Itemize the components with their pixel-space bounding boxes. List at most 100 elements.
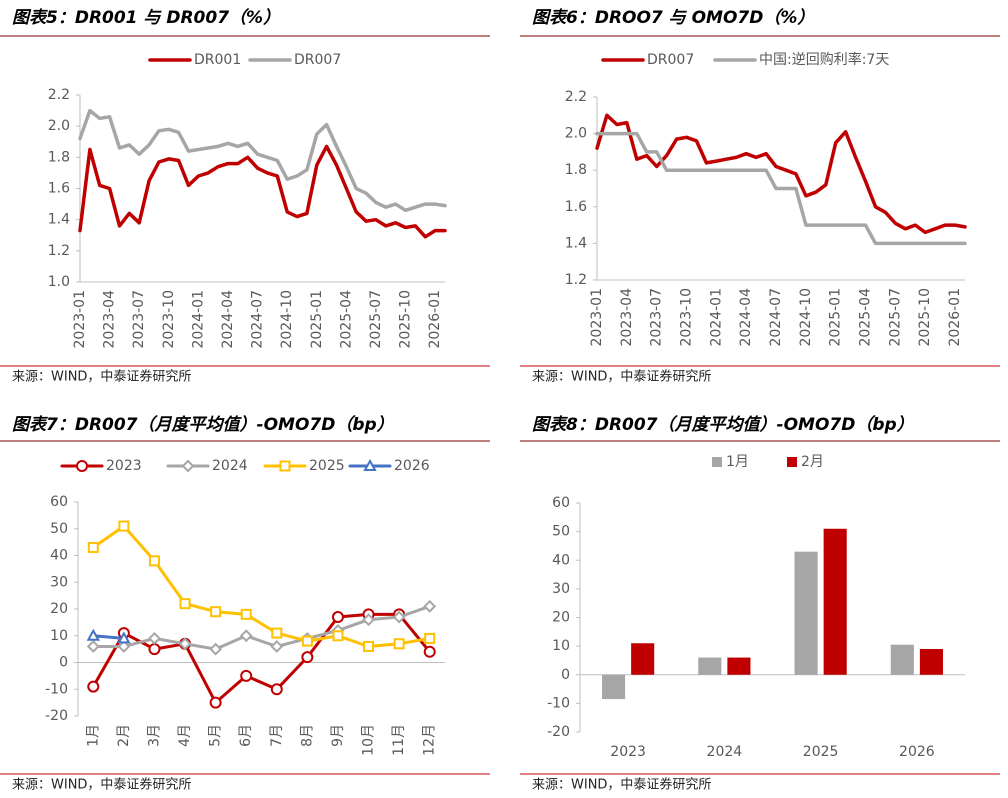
y-tick-label: 1.2 bbox=[565, 272, 587, 288]
x-tick-label: 2024-01 bbox=[708, 288, 724, 347]
marker bbox=[424, 632, 436, 644]
marker bbox=[209, 696, 222, 709]
marker bbox=[178, 637, 192, 651]
legend-label: 2025 bbox=[309, 458, 345, 474]
x-tick-label: 10月 bbox=[361, 724, 377, 756]
x-tick-label: 2024-07 bbox=[250, 290, 266, 349]
legend-label: DR007 bbox=[647, 52, 694, 68]
x-tick-label: 2026-01 bbox=[947, 288, 963, 347]
legend-marker bbox=[279, 460, 291, 472]
chart-title: 图表7：DR007（月度平均值）-OMO7D（bp） bbox=[12, 415, 394, 435]
x-tick-label: 2023-07 bbox=[649, 288, 665, 347]
x-tick-label: 9月 bbox=[330, 724, 346, 747]
marker bbox=[423, 599, 437, 613]
source-note: 来源：WIND，中泰证券研究所 bbox=[532, 777, 711, 793]
legend-label: 2月 bbox=[801, 454, 824, 470]
legend-marker bbox=[363, 458, 377, 471]
x-tick-label: 2023 bbox=[610, 744, 646, 760]
x-tick-label: 2026-01 bbox=[427, 290, 443, 349]
x-tick-label: 2025-07 bbox=[887, 288, 903, 347]
x-tick-label: 2023-10 bbox=[679, 288, 695, 347]
chart-title: 图表5：DR001 与 DR007（%） bbox=[12, 8, 280, 28]
marker bbox=[117, 640, 131, 653]
x-tick-label: 5月 bbox=[208, 724, 224, 747]
source-note: 来源：WIND，中泰证券研究所 bbox=[12, 369, 191, 385]
y-tick-label: 0 bbox=[561, 667, 570, 683]
bar bbox=[698, 657, 722, 675]
series-line bbox=[78, 144, 447, 239]
legend-swatch bbox=[712, 457, 722, 467]
marker bbox=[393, 638, 405, 650]
y-tick-label: 1.4 bbox=[565, 235, 587, 251]
marker bbox=[118, 520, 130, 532]
y-tick-label: 1.4 bbox=[48, 212, 70, 228]
chart-title: 图表8：DR007（月度平均值）-OMO7D（bp） bbox=[532, 415, 914, 435]
y-tick-label: -20 bbox=[547, 724, 570, 740]
marker bbox=[331, 611, 344, 624]
legend-marker bbox=[76, 460, 88, 472]
marker bbox=[332, 630, 344, 642]
marker bbox=[301, 635, 313, 647]
marker bbox=[362, 613, 375, 627]
legend-label: 1月 bbox=[726, 454, 749, 470]
y-tick-label: 10 bbox=[50, 628, 68, 644]
marker bbox=[240, 669, 253, 682]
y-tick-label: 1.2 bbox=[48, 243, 70, 259]
marker bbox=[179, 598, 191, 610]
x-tick-label: 2024-07 bbox=[768, 288, 784, 347]
x-tick-label: 2025-10 bbox=[398, 290, 414, 349]
x-tick-label: 2023-10 bbox=[161, 290, 177, 349]
x-tick-label: 11月 bbox=[391, 724, 407, 756]
y-tick-label: 1.6 bbox=[48, 181, 70, 197]
y-tick-label: 60 bbox=[50, 494, 68, 510]
y-tick-label: 0 bbox=[59, 655, 68, 671]
legend-label: DR007 bbox=[294, 52, 341, 68]
y-tick-label: 2.0 bbox=[48, 118, 70, 134]
y-tick-label: 1.8 bbox=[48, 149, 70, 165]
marker bbox=[117, 631, 131, 644]
legend-marker bbox=[181, 459, 195, 473]
series-line bbox=[91, 634, 126, 640]
x-tick-label: 2023-04 bbox=[619, 288, 635, 347]
bar bbox=[602, 674, 626, 700]
chart-title: 图表6：DROO7 与 OMO7D（%） bbox=[532, 8, 814, 28]
y-tick-label: 20 bbox=[50, 601, 68, 617]
y-tick-label: 20 bbox=[552, 610, 570, 626]
marker bbox=[270, 640, 284, 653]
marker bbox=[363, 640, 375, 652]
marker bbox=[148, 632, 161, 645]
y-tick-label: 50 bbox=[552, 524, 570, 540]
y-tick-label: 1.8 bbox=[565, 162, 587, 178]
y-tick-label: -10 bbox=[45, 681, 68, 697]
marker bbox=[301, 651, 314, 664]
bar bbox=[727, 657, 751, 675]
marker bbox=[86, 628, 100, 641]
bar bbox=[919, 648, 943, 675]
x-tick-label: 2025-04 bbox=[858, 288, 874, 347]
y-tick-label: 1.0 bbox=[48, 274, 70, 290]
y-tick-label: -10 bbox=[547, 695, 570, 711]
legend-swatch bbox=[787, 457, 797, 467]
x-tick-label: 2024-04 bbox=[738, 288, 754, 347]
marker bbox=[240, 608, 252, 620]
x-tick-label: 1月 bbox=[85, 724, 101, 747]
marker bbox=[271, 627, 283, 639]
bar bbox=[890, 644, 914, 675]
x-tick-label: 6月 bbox=[238, 724, 254, 747]
bar bbox=[823, 528, 847, 675]
source-note: 来源：WIND，中泰证券研究所 bbox=[12, 777, 191, 793]
marker bbox=[239, 629, 253, 643]
y-tick-label: 10 bbox=[552, 638, 570, 654]
legend-label: 2023 bbox=[106, 458, 142, 474]
x-tick-label: 2023-04 bbox=[102, 290, 118, 349]
marker bbox=[87, 680, 100, 693]
x-tick-label: 2025 bbox=[803, 744, 839, 760]
x-tick-label: 2025-10 bbox=[917, 288, 933, 347]
y-tick-label: 2.2 bbox=[565, 89, 587, 105]
marker bbox=[423, 645, 436, 658]
y-tick-label: 40 bbox=[50, 548, 68, 564]
source-note: 来源：WIND，中泰证券研究所 bbox=[532, 369, 711, 385]
series-line bbox=[78, 108, 447, 213]
